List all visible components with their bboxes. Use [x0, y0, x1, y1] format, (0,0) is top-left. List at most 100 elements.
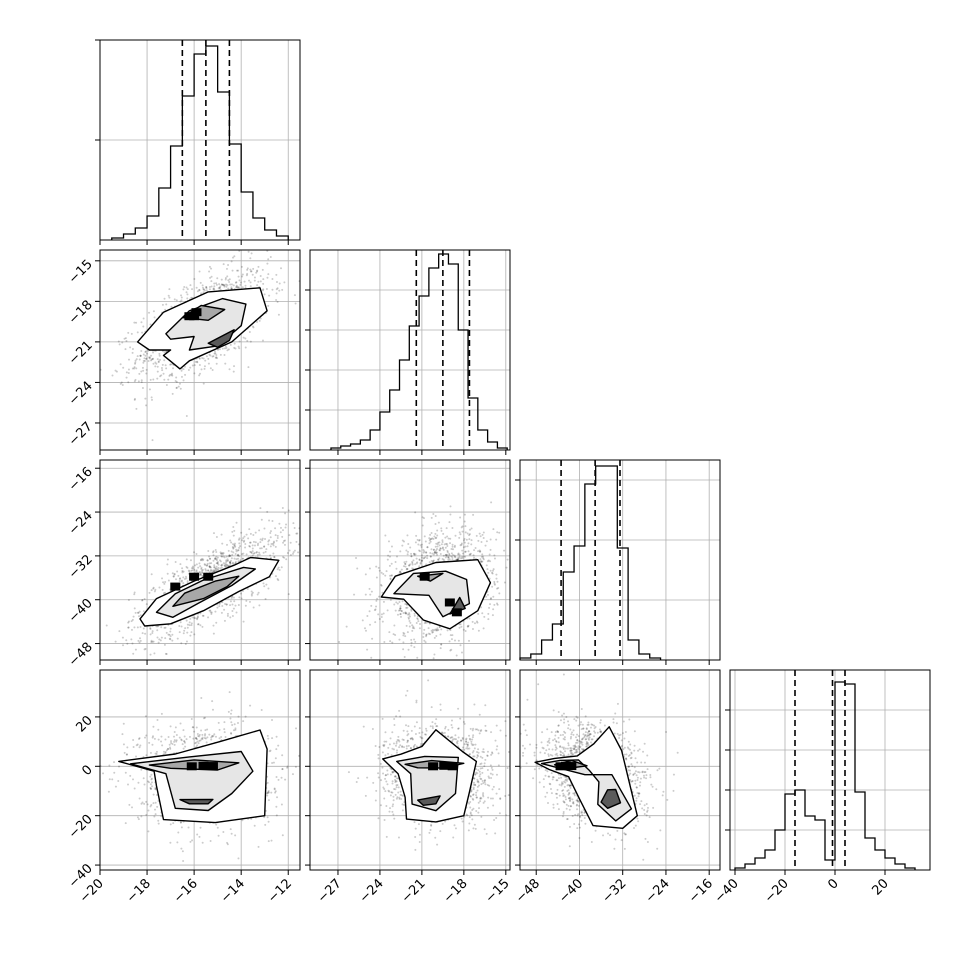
scatter-point	[381, 620, 384, 623]
scatter-point	[448, 521, 451, 524]
scatter-point	[182, 288, 185, 291]
scatter-point	[189, 284, 192, 287]
scatter-point	[139, 354, 142, 357]
scatter-point	[439, 553, 442, 556]
scatter-point	[232, 596, 235, 599]
scatter-point	[478, 532, 481, 535]
scatter-point	[393, 603, 396, 606]
scatter-point	[440, 628, 443, 631]
scatter-point	[460, 543, 463, 546]
scatter-point	[209, 839, 212, 842]
scatter-point	[389, 577, 392, 580]
scatter-point	[135, 367, 138, 370]
scatter-point	[399, 571, 402, 574]
scatter-point	[236, 549, 239, 552]
scatter-point	[464, 555, 467, 558]
scatter-point	[370, 590, 373, 593]
scatter-point	[229, 616, 232, 619]
scatter-point	[200, 566, 203, 569]
scatter-point	[142, 317, 145, 320]
scatter-point	[375, 605, 378, 608]
scatter-point	[355, 557, 358, 560]
scatter-point	[102, 772, 105, 775]
scatter-point	[498, 531, 501, 534]
scatter-point	[175, 386, 178, 389]
scatter-point	[464, 550, 467, 553]
scatter-point	[199, 573, 202, 576]
scatter-point	[180, 580, 183, 583]
scatter-point	[302, 548, 304, 550]
scatter-point	[230, 721, 233, 724]
scatter-point	[413, 638, 416, 641]
scatter-point	[450, 638, 453, 641]
scatter-point	[228, 554, 231, 557]
scatter-point	[415, 562, 418, 565]
scatter-point	[415, 621, 418, 624]
scatter-point	[248, 545, 251, 548]
y-tick-label: 0	[79, 763, 95, 779]
scatter-point	[232, 547, 235, 550]
scatter-point	[125, 376, 128, 379]
scatter-point	[405, 624, 408, 627]
scatter-point	[398, 609, 401, 612]
scatter-point	[168, 374, 171, 377]
scatter-point	[225, 543, 228, 546]
scatter-point	[181, 571, 184, 574]
scatter-point	[407, 550, 410, 553]
scatter-point	[429, 538, 432, 541]
scatter-point	[215, 558, 218, 561]
scatter-point	[167, 378, 170, 381]
scatter-point	[227, 549, 230, 552]
scatter-point	[156, 629, 159, 632]
scatter-point	[89, 639, 91, 641]
scatter-point	[146, 780, 149, 783]
scatter-point	[211, 368, 214, 371]
scatter-point	[458, 536, 461, 539]
scatter-point	[149, 787, 152, 790]
scatter-point	[453, 545, 456, 548]
scatter-point	[173, 573, 176, 576]
scatter-point	[125, 639, 128, 642]
scatter-point	[237, 553, 240, 556]
scatter-point	[219, 353, 222, 356]
y-tick-label: −15	[66, 257, 96, 287]
scatter-point	[403, 632, 406, 635]
scatter-point	[213, 282, 216, 285]
scatter-point	[236, 286, 239, 289]
scatter-point	[184, 575, 187, 578]
scatter-point	[148, 781, 151, 784]
scatter-point	[167, 747, 170, 750]
scatter-point	[405, 612, 408, 615]
scatter-point	[189, 366, 192, 369]
scatter-point	[492, 595, 495, 598]
scatter-point	[185, 619, 188, 622]
scatter-point	[118, 343, 121, 346]
scatter-point	[415, 557, 418, 560]
scatter-point	[141, 331, 144, 334]
scatter-point	[278, 522, 281, 525]
scatter-point	[286, 551, 289, 554]
scatter-point	[186, 580, 189, 583]
scatter-point	[238, 546, 241, 549]
scatter-point	[425, 551, 428, 554]
scatter-point	[223, 731, 226, 734]
scatter-point	[151, 630, 154, 633]
scatter-point	[207, 362, 210, 365]
scatter-point	[142, 369, 145, 372]
scatter-point	[447, 537, 450, 540]
scatter-point	[411, 629, 414, 632]
scatter-point	[481, 560, 484, 563]
scatter-point	[213, 733, 216, 736]
scatter-point	[420, 554, 423, 557]
scatter-point	[169, 746, 172, 749]
scatter-point	[279, 531, 282, 534]
scatter-point	[410, 552, 413, 555]
scatter-point	[246, 588, 249, 591]
histogram-steps	[111, 45, 289, 240]
scatter-point	[458, 626, 461, 629]
scatter-point	[447, 556, 450, 559]
scatter-point	[170, 740, 173, 743]
scatter-point	[235, 286, 238, 289]
scatter-point	[97, 647, 99, 649]
scatter-point	[481, 553, 484, 556]
